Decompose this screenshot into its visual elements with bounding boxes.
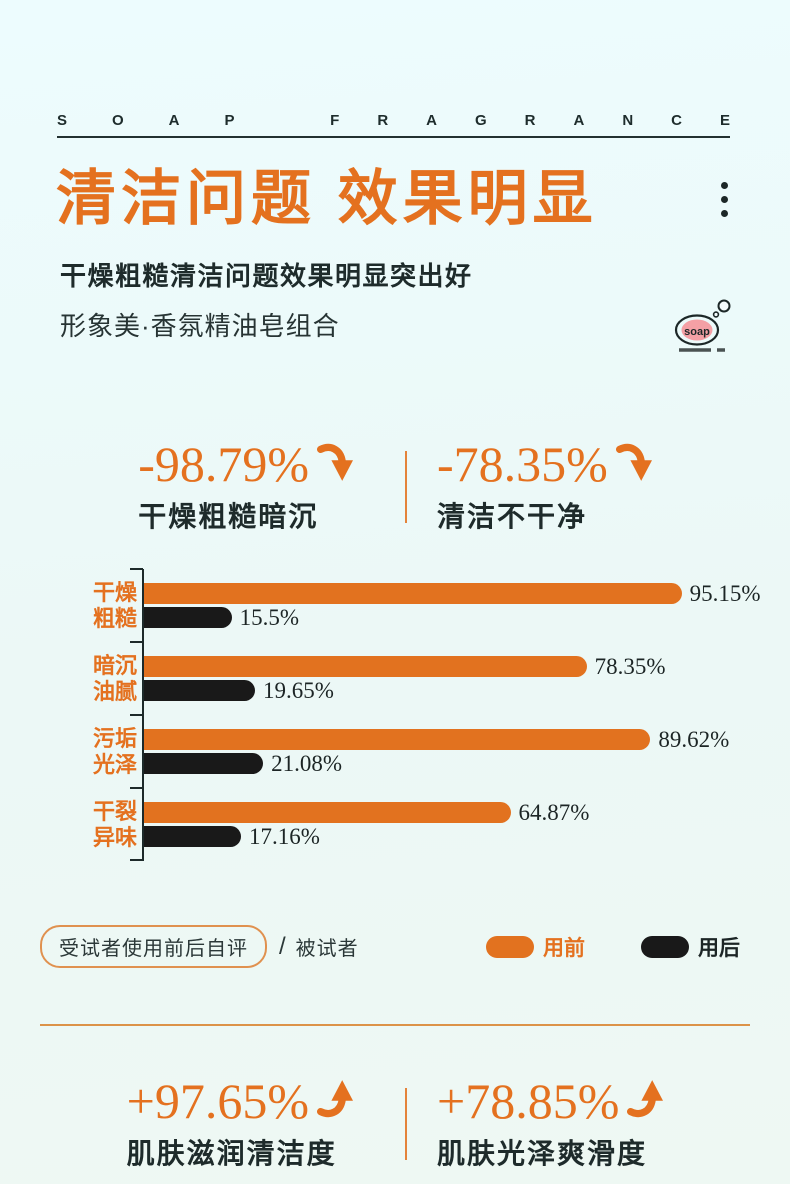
bar-value-label: 15.5% bbox=[239, 604, 299, 630]
subtitle: 形象美·香氛精油皂组合 bbox=[60, 311, 340, 341]
trend-up-arrow-icon bbox=[627, 1080, 664, 1118]
brand-word-fragrance: FRAGRANCE bbox=[330, 112, 768, 129]
bar-before bbox=[144, 583, 682, 604]
legend-swatch-before bbox=[486, 935, 534, 958]
kebab-menu-icon bbox=[721, 181, 732, 217]
subtitle-block: 干燥粗糙清洁问题效果明显突出好 形象美·香氛精油皂组合 soap bbox=[60, 256, 731, 352]
stat-label: 肌肤滋润清洁度 bbox=[126, 1138, 337, 1169]
stat-block-moisture: +97.65% 肌肤滋润清洁度 bbox=[127, 1076, 353, 1172]
bar-after bbox=[144, 607, 232, 628]
stat-value: -98.79% bbox=[138, 436, 309, 492]
section-divider bbox=[40, 1024, 750, 1026]
bar-value-label: 17.16% bbox=[248, 823, 320, 849]
category-label: 干燥 粗糙 bbox=[93, 579, 138, 631]
bar-before bbox=[144, 656, 587, 677]
legend-keys: 用前 用后 bbox=[486, 932, 742, 962]
bar-value-label: 21.08% bbox=[271, 750, 343, 776]
legend-label-before: 用前 bbox=[543, 936, 585, 960]
trend-up-arrow-icon bbox=[317, 1080, 353, 1118]
heading-row: 清洁问题 效果明显 bbox=[56, 166, 732, 232]
kebab-dot bbox=[721, 195, 728, 203]
legend-separator: / bbox=[279, 932, 286, 960]
chart-row: 干燥 粗糙 95.15% 15.5% bbox=[0, 569, 790, 642]
page-title: 清洁问题 效果明显 bbox=[56, 165, 598, 232]
stat-block-dryness: -98.79% 干燥粗糙暗沉 bbox=[138, 439, 353, 535]
subtitle-bold: 干燥粗糙清洁问题效果明显突出好 bbox=[60, 261, 473, 291]
axis-tick bbox=[130, 714, 143, 716]
bar-after bbox=[144, 680, 256, 701]
brand-strip: SOAP FRAGRANCE bbox=[0, 0, 790, 138]
legend-label-after: 用后 bbox=[698, 936, 740, 960]
axis-tick bbox=[130, 787, 143, 789]
brand-label: SOAP FRAGRANCE bbox=[57, 112, 730, 129]
kebab-dot bbox=[721, 209, 728, 217]
soap-icon: soap bbox=[674, 299, 731, 352]
category-label: 污垢 光泽 bbox=[93, 725, 138, 777]
chart-row: 干裂 异味 64.87% 17.16% bbox=[0, 788, 790, 861]
bar-value-label: 64.87% bbox=[518, 799, 590, 825]
chart-row: 污垢 光泽 89.62% 21.08% bbox=[0, 715, 790, 788]
brand-word-soap: SOAP bbox=[57, 112, 280, 129]
trend-down-arrow-icon bbox=[317, 443, 353, 481]
soap-icon-text: soap bbox=[684, 326, 710, 338]
chart-row: 暗沉 油腻 78.35% 19.65% bbox=[0, 642, 790, 715]
stat-value: -78.35% bbox=[437, 436, 608, 492]
chart-axis bbox=[142, 569, 144, 861]
bar-after bbox=[144, 826, 241, 847]
stat-divider bbox=[405, 1088, 407, 1160]
axis-tick bbox=[130, 859, 143, 861]
bar-after bbox=[144, 753, 264, 774]
bar-before bbox=[144, 802, 511, 823]
category-label: 暗沉 油腻 bbox=[93, 652, 138, 704]
stat-label: 干燥粗糙暗沉 bbox=[138, 501, 319, 532]
bottom-stats: +97.65% 肌肤滋润清洁度 +78.85% 肌肤光泽爽滑度 bbox=[0, 1076, 790, 1172]
stat-value: +78.85% bbox=[437, 1073, 620, 1129]
axis-tick bbox=[130, 568, 143, 570]
axis-tick bbox=[130, 641, 143, 643]
stat-block-gloss: +78.85% 肌肤光泽爽滑度 bbox=[437, 1073, 664, 1172]
trend-down-arrow-icon bbox=[615, 443, 652, 481]
kebab-dot bbox=[721, 181, 728, 189]
bar-value-label: 89.62% bbox=[658, 726, 730, 752]
brand-underline bbox=[57, 136, 730, 138]
bar-before bbox=[144, 729, 651, 750]
stat-label: 肌肤光泽爽滑度 bbox=[437, 1138, 648, 1169]
legend-note-pill: 受试者使用前后自评 bbox=[40, 925, 267, 968]
legend-note-text: 被试者 bbox=[295, 938, 359, 960]
legend-swatch-after bbox=[641, 935, 689, 958]
chart-legend: 受试者使用前后自评 / 被试者 用前 用后 bbox=[40, 925, 742, 968]
stat-value: +97.65% bbox=[126, 1073, 309, 1129]
bar-chart: 干燥 粗糙 95.15% 15.5% 暗沉 油腻 bbox=[0, 568, 790, 861]
stat-label: 清洁不干净 bbox=[437, 501, 588, 532]
category-label: 干裂 异味 bbox=[93, 798, 138, 850]
stat-block-cleaning: -78.35% 清洁不干净 bbox=[437, 439, 652, 535]
top-stats: -98.79% 干燥粗糙暗沉 -78.35% 清洁不干净 bbox=[0, 439, 790, 535]
bar-value-label: 78.35% bbox=[594, 653, 666, 679]
bar-value-label: 19.65% bbox=[263, 677, 334, 703]
bar-value-label: 95.15% bbox=[689, 580, 761, 606]
stat-divider bbox=[405, 451, 407, 523]
